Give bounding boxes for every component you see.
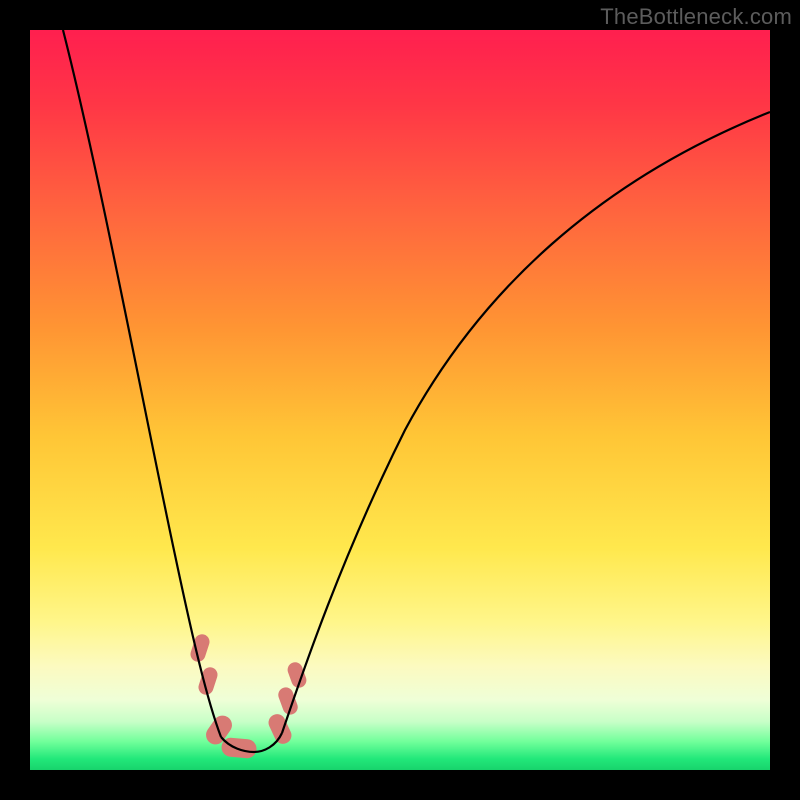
marker-capsule [221,738,256,759]
watermark-text: TheBottleneck.com [600,4,792,30]
stage: TheBottleneck.com [0,0,800,800]
plot-background [30,30,770,770]
bottleneck-chart [0,0,800,800]
